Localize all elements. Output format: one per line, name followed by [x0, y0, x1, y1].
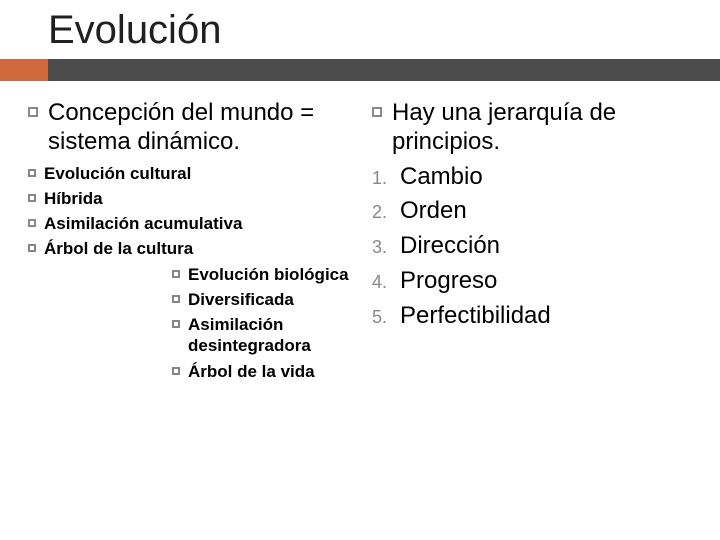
numbered-text: Progreso: [400, 267, 497, 296]
divider-line: [48, 59, 720, 81]
square-bullet-icon: [172, 320, 180, 328]
square-bullet-icon: [172, 295, 180, 303]
accent-block: [0, 59, 48, 81]
left-sub-list: Evolución cultural Híbrida Asimilación a…: [28, 163, 352, 260]
right-main-bullet: Hay una jerarquía de principios.: [372, 99, 696, 157]
list-item: 5. Perfectibilidad: [372, 302, 696, 331]
left-sub2-text: Diversificada: [188, 289, 294, 310]
list-number: 1.: [372, 168, 392, 189]
left-column: Concepción del mundo = sistema dinámico.…: [28, 99, 352, 386]
square-bullet-icon: [28, 107, 38, 117]
list-number: 5.: [372, 307, 392, 328]
divider-row: [0, 59, 720, 81]
content-area: Concepción del mundo = sistema dinámico.…: [0, 81, 720, 386]
list-item: Evolución biológica: [172, 264, 352, 285]
numbered-text: Dirección: [400, 232, 500, 261]
left-sub-text: Evolución cultural: [44, 163, 191, 184]
slide-title: Evolución: [48, 8, 720, 53]
numbered-text: Perfectibilidad: [400, 302, 551, 331]
list-item: 1. Cambio: [372, 163, 696, 192]
left-sub2-text: Asimilación desintegradora: [188, 314, 352, 357]
square-bullet-icon: [28, 219, 36, 227]
list-item: 4. Progreso: [372, 267, 696, 296]
left-main-text: Concepción del mundo = sistema dinámico.: [48, 99, 352, 157]
left-sub2-list: Evolución biológica Diversificada Asimil…: [172, 264, 352, 382]
square-bullet-icon: [28, 194, 36, 202]
title-area: Evolución: [0, 0, 720, 53]
list-item: 2. Orden: [372, 197, 696, 226]
list-number: 2.: [372, 202, 392, 223]
square-bullet-icon: [172, 367, 180, 375]
left-sub-text: Asimilación acumulativa: [44, 213, 242, 234]
square-bullet-icon: [28, 244, 36, 252]
square-bullet-icon: [172, 270, 180, 278]
list-item: Híbrida: [28, 188, 352, 209]
numbered-text: Orden: [400, 197, 467, 226]
left-sub-text: Híbrida: [44, 188, 103, 209]
left-sub2-text: Evolución biológica: [188, 264, 349, 285]
list-item: 3. Dirección: [372, 232, 696, 261]
slide: Evolución Concepción del mundo = sistema…: [0, 0, 720, 540]
right-column: Hay una jerarquía de principios. 1. Camb…: [372, 99, 696, 386]
right-main-text: Hay una jerarquía de principios.: [392, 99, 696, 157]
list-item: Diversificada: [172, 289, 352, 310]
numbered-text: Cambio: [400, 163, 483, 192]
list-number: 4.: [372, 272, 392, 293]
left-sub-text: Árbol de la cultura: [44, 238, 193, 259]
list-number: 3.: [372, 237, 392, 258]
list-item: Asimilación desintegradora: [172, 314, 352, 357]
left-sub2-text: Árbol de la vida: [188, 361, 315, 382]
square-bullet-icon: [28, 169, 36, 177]
numbered-list: 1. Cambio 2. Orden 3. Dirección 4. Progr…: [372, 163, 696, 331]
list-item: Árbol de la vida: [172, 361, 352, 382]
list-item: Asimilación acumulativa: [28, 213, 352, 234]
list-item: Evolución cultural: [28, 163, 352, 184]
left-main-bullet: Concepción del mundo = sistema dinámico.: [28, 99, 352, 157]
square-bullet-icon: [372, 107, 382, 117]
list-item: Árbol de la cultura: [28, 238, 352, 259]
